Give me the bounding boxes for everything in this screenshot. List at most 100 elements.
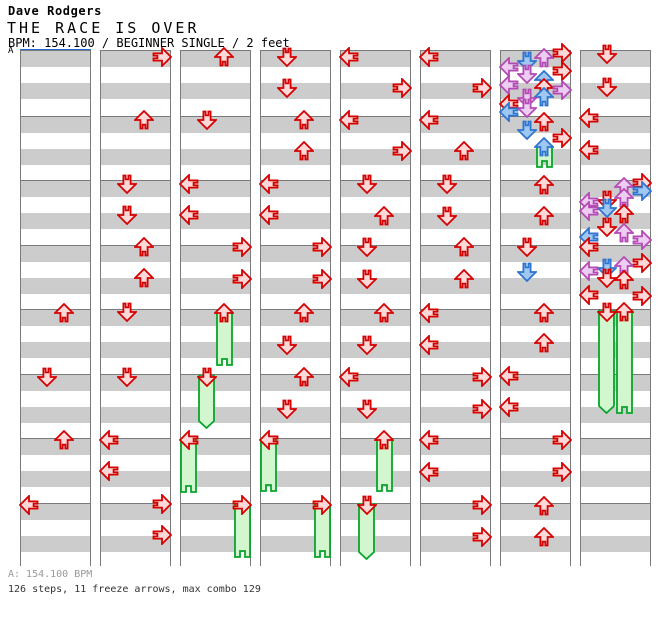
beat-stripe — [341, 213, 410, 230]
arrow-left-icon — [258, 203, 279, 227]
beat-stripe — [261, 551, 330, 568]
arrow-right-icon — [632, 284, 653, 308]
measure — [21, 51, 90, 116]
beat-stripe — [341, 245, 410, 262]
beat-stripe — [101, 535, 170, 552]
beat-stripe — [101, 99, 170, 116]
arrow-right-icon — [552, 41, 573, 65]
beat-stripe — [21, 390, 90, 407]
beat-stripe — [341, 197, 410, 214]
arrow-right-icon — [232, 493, 253, 517]
beat-stripe — [341, 422, 410, 439]
beat-stripe — [261, 455, 330, 472]
beat-stripe — [21, 422, 90, 439]
beat-stripe — [181, 535, 250, 552]
freeze-body — [233, 502, 252, 562]
beat-stripe — [261, 358, 330, 375]
beat-stripe — [21, 51, 90, 68]
beat-stripe — [21, 293, 90, 310]
arrow-left-icon — [98, 428, 119, 452]
beat-stripe — [21, 99, 90, 116]
beat-stripe — [581, 551, 650, 568]
song-title: THE RACE IS OVER — [7, 19, 200, 37]
beat-stripe — [101, 164, 170, 181]
arrow-left-icon — [498, 364, 519, 388]
beat-stripe — [21, 487, 90, 504]
arrow-right-icon — [392, 139, 413, 163]
arrow-up-icon — [453, 268, 476, 289]
arrow-up-icon — [613, 269, 636, 290]
arrow-up-icon — [373, 302, 396, 323]
arrow-up-icon — [613, 187, 636, 208]
beat-stripe — [101, 374, 170, 391]
freeze-body — [259, 437, 278, 496]
beat-stripe — [101, 406, 170, 423]
arrow-down-icon — [515, 120, 538, 141]
beat-stripe — [341, 261, 410, 278]
arrow-up-icon — [53, 302, 76, 323]
beat-stripe — [21, 148, 90, 165]
beat-stripe — [181, 83, 250, 100]
beat-stripe — [501, 261, 570, 278]
beat-stripe — [581, 67, 650, 84]
beat-stripe — [501, 487, 570, 504]
arrow-down-icon — [595, 302, 618, 323]
measure — [101, 309, 170, 375]
arrow-left-icon — [498, 395, 519, 419]
arrow-up-icon — [533, 302, 556, 323]
beat-stripe — [21, 261, 90, 278]
arrow-left-icon — [418, 108, 439, 132]
chart-meta: BPM: 154.100 / BEGINNER SINGLE / 2 feet — [8, 36, 290, 50]
beat-stripe — [581, 422, 650, 439]
beat-stripe — [581, 99, 650, 116]
measure — [181, 51, 250, 116]
beat-stripe — [421, 390, 490, 407]
arrow-left-icon — [418, 333, 439, 357]
arrow-left-icon — [418, 45, 439, 69]
beat-stripe — [101, 83, 170, 100]
arrow-left-icon — [338, 45, 359, 69]
arrow-down-icon — [435, 174, 458, 195]
arrow-down-icon — [115, 302, 138, 323]
arrow-up-icon — [533, 86, 556, 107]
beat-stripe — [261, 374, 330, 391]
beat-stripe — [181, 487, 250, 504]
measure — [341, 51, 410, 116]
beat-stripe — [261, 51, 330, 68]
beat-stripe — [21, 374, 90, 391]
beat-stripe — [101, 342, 170, 359]
beat-stripe — [181, 471, 250, 488]
arrow-right-icon — [472, 397, 493, 421]
beat-stripe — [501, 551, 570, 568]
arrow-down-icon — [595, 258, 618, 279]
arrow-down-icon — [275, 47, 298, 68]
arrow-down-icon — [355, 269, 378, 290]
arrow-down-icon — [595, 217, 618, 238]
arrow-right-icon — [472, 525, 493, 549]
artist-name: Dave Rodgers — [8, 4, 102, 18]
arrow-right-icon — [232, 235, 253, 259]
measure — [421, 244, 490, 310]
beat-stripe — [421, 132, 490, 149]
beat-stripe — [501, 213, 570, 230]
measure — [341, 309, 410, 375]
beat-stripe — [21, 551, 90, 568]
beat-stripe — [341, 293, 410, 310]
beat-stripe — [421, 245, 490, 262]
lane — [20, 50, 91, 568]
beat-stripe — [501, 503, 570, 520]
beat-stripe — [341, 358, 410, 375]
arrow-right-icon — [152, 523, 173, 547]
beat-stripe — [421, 551, 490, 568]
beat-stripe — [581, 471, 650, 488]
beat-stripe — [261, 99, 330, 116]
arrow-up-icon — [293, 366, 316, 387]
arrow-right-icon — [632, 179, 653, 203]
beat-stripe — [101, 229, 170, 246]
measure — [21, 180, 90, 246]
beat-stripe — [261, 164, 330, 181]
arrow-down-icon — [515, 51, 538, 72]
arrow-up-icon — [533, 526, 556, 547]
beat-stripe — [261, 132, 330, 149]
